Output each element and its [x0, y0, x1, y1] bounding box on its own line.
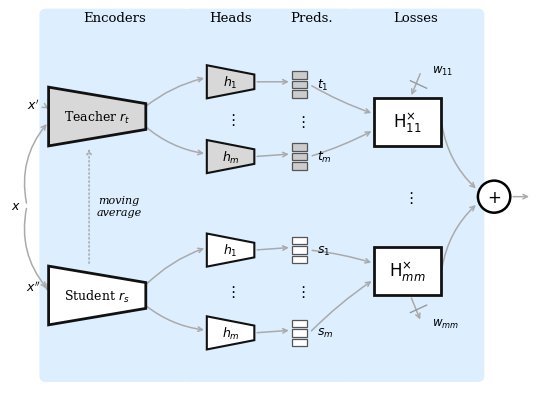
- FancyBboxPatch shape: [347, 10, 484, 382]
- Bar: [292, 72, 307, 79]
- Text: $x'$: $x'$: [27, 98, 40, 113]
- Polygon shape: [207, 317, 254, 350]
- Bar: [292, 329, 307, 337]
- Text: $t_m$: $t_m$: [317, 150, 332, 165]
- Polygon shape: [207, 66, 254, 99]
- Text: $h_1$: $h_1$: [223, 243, 238, 258]
- Polygon shape: [207, 234, 254, 267]
- Bar: [292, 247, 307, 254]
- Text: $h_m$: $h_m$: [221, 325, 240, 341]
- Text: $t_1$: $t_1$: [317, 78, 329, 93]
- Text: $s_m$: $s_m$: [317, 326, 333, 340]
- Polygon shape: [49, 266, 146, 325]
- Text: $s_1$: $s_1$: [317, 244, 330, 257]
- Bar: [374, 248, 442, 296]
- Text: Losses: Losses: [394, 12, 438, 25]
- Text: $\vdots$: $\vdots$: [294, 284, 305, 300]
- Text: Encoders: Encoders: [83, 12, 146, 25]
- Text: $w_{11}$: $w_{11}$: [432, 64, 453, 77]
- Bar: [292, 256, 307, 264]
- Text: moving
average: moving average: [96, 196, 141, 217]
- FancyBboxPatch shape: [269, 10, 355, 382]
- Text: $h_1$: $h_1$: [223, 75, 238, 91]
- Text: Student $r_s$: Student $r_s$: [64, 288, 130, 304]
- Bar: [292, 163, 307, 171]
- Polygon shape: [49, 88, 146, 147]
- FancyBboxPatch shape: [184, 10, 278, 382]
- Text: $h_m$: $h_m$: [221, 149, 240, 165]
- Text: $\vdots$: $\vdots$: [225, 284, 236, 300]
- Text: $\vdots$: $\vdots$: [294, 113, 305, 129]
- Text: Preds.: Preds.: [291, 12, 333, 25]
- Text: $\mathrm{H}_{11}^{\times}$: $\mathrm{H}_{11}^{\times}$: [394, 111, 422, 134]
- Bar: [292, 144, 307, 151]
- Circle shape: [478, 181, 510, 213]
- Text: Heads: Heads: [210, 12, 252, 25]
- Bar: [292, 91, 307, 98]
- Text: $x$: $x$: [11, 200, 21, 213]
- Bar: [292, 320, 307, 327]
- Polygon shape: [207, 141, 254, 174]
- Text: $w_{mm}$: $w_{mm}$: [432, 317, 459, 330]
- Text: $x''$: $x''$: [26, 279, 41, 294]
- Bar: [292, 153, 307, 161]
- Text: $+$: $+$: [487, 188, 501, 206]
- Text: $\mathrm{H}_{mm}^{\times}$: $\mathrm{H}_{mm}^{\times}$: [389, 260, 426, 283]
- Bar: [374, 98, 442, 147]
- FancyBboxPatch shape: [39, 10, 190, 382]
- Text: $\vdots$: $\vdots$: [225, 112, 236, 128]
- Text: $\vdots$: $\vdots$: [402, 189, 413, 205]
- Bar: [292, 81, 307, 89]
- Bar: [292, 339, 307, 346]
- Bar: [292, 237, 307, 245]
- Text: Teacher $r_t$: Teacher $r_t$: [64, 109, 131, 125]
